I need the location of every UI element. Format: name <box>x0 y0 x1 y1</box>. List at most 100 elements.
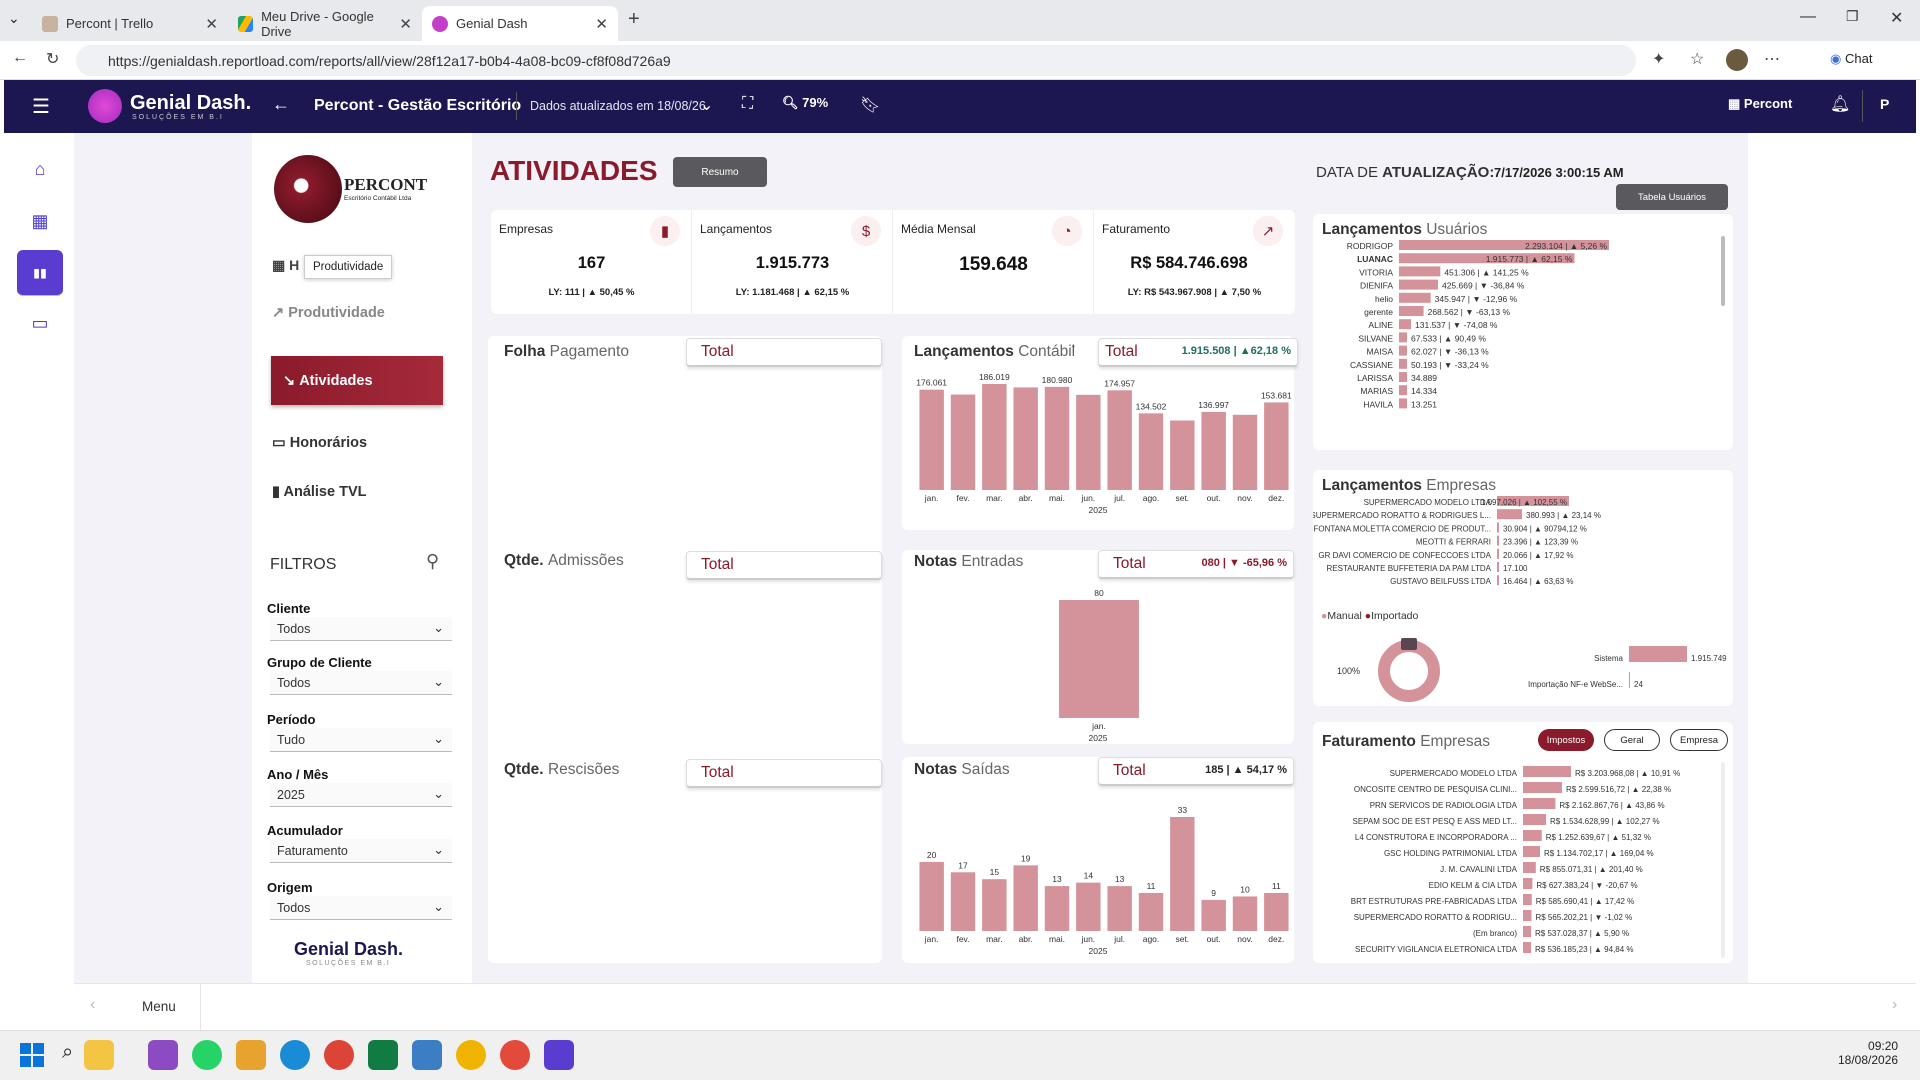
chart-bar[interactable] <box>1399 292 1431 303</box>
scrollbar[interactable] <box>1721 762 1725 958</box>
chart-bar[interactable] <box>1264 402 1289 490</box>
chart-bar[interactable] <box>1399 319 1412 330</box>
chart-bar[interactable] <box>1013 387 1038 490</box>
chart-bar[interactable] <box>1138 413 1164 490</box>
empresa-button[interactable]: Empresa <box>1670 729 1728 751</box>
chart-bar[interactable] <box>1629 672 1630 688</box>
chart-bar[interactable] <box>1076 882 1101 931</box>
chrome-profile2-icon[interactable] <box>500 1040 530 1070</box>
impostos-button[interactable]: Impostos <box>1538 729 1594 751</box>
chart-bar[interactable] <box>1497 522 1500 533</box>
chrome-profile-icon[interactable] <box>456 1040 486 1070</box>
chart-bar[interactable] <box>1629 646 1687 662</box>
teams-icon[interactable] <box>148 1040 178 1070</box>
chart-bar[interactable] <box>1399 372 1407 382</box>
mail-icon[interactable] <box>236 1040 266 1070</box>
chart-bar[interactable] <box>1523 878 1533 889</box>
chart-bar[interactable] <box>1523 798 1556 809</box>
chart-bar[interactable] <box>1170 817 1195 931</box>
chart-bar[interactable] <box>1497 535 1499 546</box>
chart-bar[interactable] <box>1523 814 1546 825</box>
nav-atividades[interactable]: ↘ Atividades <box>271 356 443 405</box>
extensions-icon[interactable]: ✦ <box>1652 51 1666 68</box>
fit-screen-icon[interactable]: ⛶ <box>742 95 754 112</box>
home-icon[interactable]: ⌂ <box>34 158 46 179</box>
profile-avatar[interactable] <box>1726 49 1748 71</box>
window-close-icon[interactable]: ✕ <box>1890 10 1904 27</box>
chart-bar[interactable] <box>1497 509 1523 520</box>
back-icon[interactable]: ← <box>12 49 28 66</box>
close-icon[interactable]: ✕ <box>595 15 608 33</box>
filter-dropdown[interactable]: 2025 ⌄ <box>270 783 452 807</box>
chart-bar[interactable] <box>1399 332 1407 343</box>
new-tab-icon[interactable]: + <box>628 8 640 30</box>
app-icon[interactable] <box>412 1040 442 1070</box>
more-icon[interactable]: ⋯ <box>1764 51 1780 68</box>
excel-icon[interactable] <box>368 1040 398 1070</box>
edge-icon[interactable] <box>280 1040 310 1070</box>
chart-bar[interactable] <box>1138 893 1164 931</box>
workspace-button[interactable]: ▦ Percont <box>1728 96 1792 112</box>
filter-dropdown[interactable]: Tudo ⌄ <box>270 728 452 752</box>
bookmark-icon[interactable]: 🔖︎ <box>860 97 881 114</box>
next-icon[interactable]: › <box>1892 996 1898 1013</box>
tab-genial-dash[interactable]: Genial Dash ✕ <box>422 6 618 41</box>
nav-analise-tvl[interactable]: ▮ Análise TVL <box>272 484 366 500</box>
chart-bar[interactable] <box>1523 862 1536 873</box>
minimize-icon[interactable]: — <box>1800 8 1816 25</box>
notification-icon[interactable]: 🔔︎ <box>1830 96 1851 113</box>
restore-icon[interactable]: ❐ <box>1846 8 1859 24</box>
chart-bar[interactable] <box>1523 830 1542 841</box>
windows-start-icon[interactable] <box>20 1043 44 1067</box>
chart-bar[interactable] <box>1399 358 1407 369</box>
tab-list-icon[interactable]: ⌄ <box>8 10 20 26</box>
nav-honorarios[interactable]: ▭ Honorários <box>272 435 367 451</box>
chart-bar[interactable] <box>1523 894 1532 905</box>
tabela-usuarios-button[interactable]: Tabela Usuários <box>1616 184 1728 210</box>
chart-bar[interactable] <box>919 861 944 931</box>
clear-filter-icon[interactable]: ⚲ <box>426 551 440 571</box>
chart-bar[interactable] <box>1523 942 1532 953</box>
menu-page-tab[interactable]: Menu <box>142 999 176 1014</box>
tab-trello[interactable]: Percont | Trello ✕ <box>32 6 228 41</box>
reports-icon[interactable]: ▮▮ <box>17 250 63 296</box>
chart-bar[interactable] <box>1399 279 1438 290</box>
favorites-icon[interactable]: ☆ <box>1690 51 1705 68</box>
chart-bar[interactable] <box>1523 910 1532 921</box>
search-icon[interactable]: ⌕ <box>62 1041 74 1063</box>
chart-bar[interactable] <box>1497 575 1499 586</box>
file-explorer-icon[interactable] <box>84 1040 114 1070</box>
back-arrow-icon[interactable]: ← <box>272 94 290 114</box>
chart-bar[interactable] <box>1059 600 1139 718</box>
resumo-button[interactable]: Resumo <box>673 157 767 187</box>
chart-bar[interactable] <box>982 879 1007 931</box>
chart-bar[interactable] <box>1523 782 1562 793</box>
chart-bar[interactable] <box>1399 253 1575 264</box>
chart-bar[interactable] <box>1399 398 1407 409</box>
chart-bar[interactable] <box>1497 548 1499 559</box>
user-avatar[interactable]: P <box>1880 96 1890 112</box>
chart-bar[interactable] <box>1264 893 1289 931</box>
geral-button[interactable]: Geral <box>1604 729 1660 751</box>
chart-bar[interactable] <box>982 384 1007 490</box>
chart-bar[interactable] <box>1399 345 1407 356</box>
chart-bar[interactable] <box>1523 766 1571 777</box>
presentation-icon[interactable]: ▭ <box>31 312 49 333</box>
hamburger-icon[interactable]: ☰ <box>32 96 50 118</box>
whatsapp-icon[interactable] <box>192 1040 222 1070</box>
chevron-down-icon[interactable]: ⌄ <box>700 97 714 114</box>
chart-bar[interactable] <box>950 872 976 931</box>
chart-bar[interactable] <box>1399 306 1424 316</box>
sort-icon[interactable]: ↑ <box>1070 340 1077 355</box>
scrollbar[interactable] <box>1721 236 1725 306</box>
chart-bar[interactable] <box>919 389 944 490</box>
prev-icon[interactable]: ‹ <box>90 996 96 1013</box>
chart-bar[interactable] <box>1232 414 1258 490</box>
filter-dropdown[interactable]: Todos ⌄ <box>270 896 452 920</box>
chart-bar[interactable] <box>1232 896 1258 931</box>
filter-dropdown[interactable]: Todos ⌄ <box>270 617 452 641</box>
url-field[interactable]: https://genialdash.reportload.com/report… <box>76 45 1636 76</box>
chart-bar[interactable] <box>950 394 976 490</box>
chart-bar[interactable] <box>1107 390 1132 490</box>
app2-icon[interactable] <box>544 1040 574 1070</box>
